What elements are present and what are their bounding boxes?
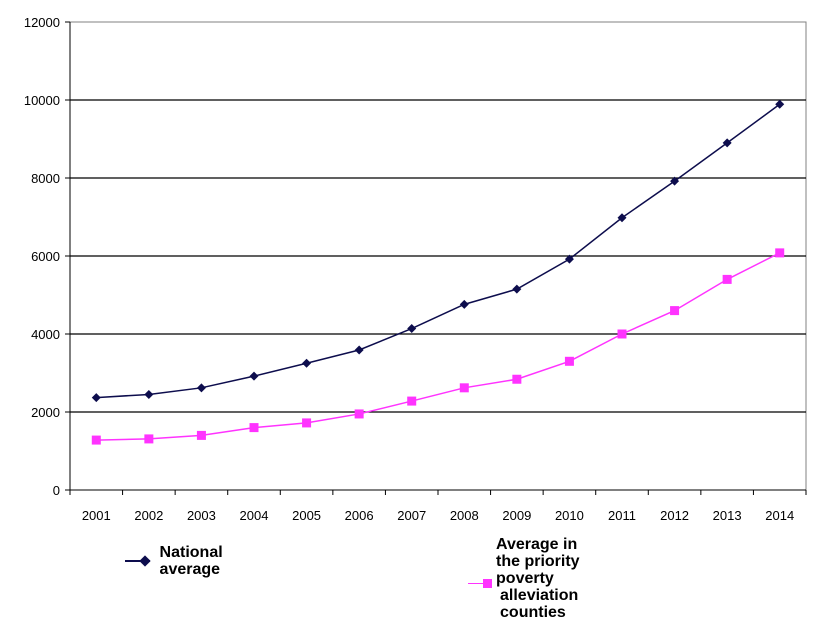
data-point bbox=[512, 284, 522, 294]
data-point bbox=[196, 383, 206, 393]
data-point bbox=[617, 329, 627, 339]
legend-label-line-2: alleviation counties bbox=[500, 587, 579, 621]
x-tick-label: 2014 bbox=[765, 508, 794, 523]
x-tick-label: 2003 bbox=[187, 508, 216, 523]
legend-item-national-average: National average bbox=[125, 544, 238, 578]
data-point bbox=[564, 356, 574, 366]
data-point bbox=[249, 371, 259, 381]
data-point bbox=[670, 306, 680, 316]
data-point bbox=[91, 435, 101, 445]
data-point bbox=[302, 418, 312, 428]
data-point bbox=[459, 299, 469, 309]
data-point bbox=[249, 423, 259, 433]
y-tick-label: 4000 bbox=[31, 327, 60, 342]
legend-label-national-average: National average bbox=[159, 544, 223, 578]
data-point bbox=[670, 176, 680, 186]
legend-label-priority-counties: Average in the priority poverty alleviat… bbox=[496, 536, 600, 621]
legend-label-line-1: Average in the priority poverty bbox=[496, 536, 580, 587]
x-tick-label: 2008 bbox=[450, 508, 479, 523]
legend-line-national-average bbox=[125, 560, 150, 562]
x-tick-label: 2005 bbox=[292, 508, 321, 523]
series-line bbox=[96, 103, 781, 399]
data-point bbox=[407, 324, 417, 334]
x-tick-label: 2007 bbox=[397, 508, 426, 523]
data-point bbox=[775, 248, 785, 258]
x-tick-label: 2001 bbox=[82, 508, 111, 523]
line-chart: 0 2000 4000 6000 8000 10000 12000 2001 2002 2003… bbox=[24, 15, 807, 523]
legend-swatch-priority-counties bbox=[468, 577, 492, 591]
data-point bbox=[354, 409, 364, 419]
x-tick-label: 2009 bbox=[502, 508, 531, 523]
x-tick-label: 2002 bbox=[134, 508, 163, 523]
y-tick-label: 10000 bbox=[24, 93, 60, 108]
y-tick-label: 6000 bbox=[31, 249, 60, 264]
data-point bbox=[617, 213, 627, 223]
square-marker-icon bbox=[483, 578, 492, 588]
x-tick-label: 2010 bbox=[555, 508, 584, 523]
series-line bbox=[96, 252, 781, 441]
data-point bbox=[722, 138, 732, 148]
data-point bbox=[144, 389, 154, 399]
y-tick-label: 8000 bbox=[31, 171, 60, 186]
x-tick-label: 2013 bbox=[713, 508, 742, 523]
data-point bbox=[91, 393, 101, 403]
x-axis-ticks: 2001 2002 2003 2004 2005 2006 2007 2008 2009 2010… bbox=[69, 490, 807, 523]
data-point bbox=[407, 396, 417, 406]
data-point bbox=[354, 345, 364, 355]
data-point bbox=[722, 274, 732, 284]
data-point bbox=[564, 254, 574, 264]
data-point bbox=[775, 99, 785, 109]
data-point bbox=[302, 358, 312, 368]
series-2 bbox=[91, 248, 785, 445]
data-point bbox=[144, 434, 154, 444]
x-tick-label: 2004 bbox=[240, 508, 269, 523]
legend-item-priority-counties: Average in the priority poverty alleviat… bbox=[468, 536, 600, 621]
y-tick-label: 12000 bbox=[24, 15, 60, 30]
y-tick-label: 2000 bbox=[31, 405, 60, 420]
diamond-marker-icon bbox=[139, 555, 151, 567]
series-1 bbox=[91, 99, 785, 403]
x-tick-label: 2011 bbox=[608, 508, 636, 523]
x-tick-label: 2006 bbox=[345, 508, 374, 523]
data-point bbox=[459, 383, 469, 393]
data-point bbox=[196, 430, 206, 440]
series-group bbox=[91, 99, 785, 445]
y-axis-ticks: 0 2000 4000 6000 8000 10000 12000 bbox=[24, 15, 70, 498]
data-point bbox=[512, 374, 522, 384]
y-tick-label: 0 bbox=[53, 483, 60, 498]
x-tick-label: 2012 bbox=[660, 508, 689, 523]
gridlines bbox=[70, 99, 806, 413]
legend-swatch-national-average bbox=[125, 554, 151, 568]
